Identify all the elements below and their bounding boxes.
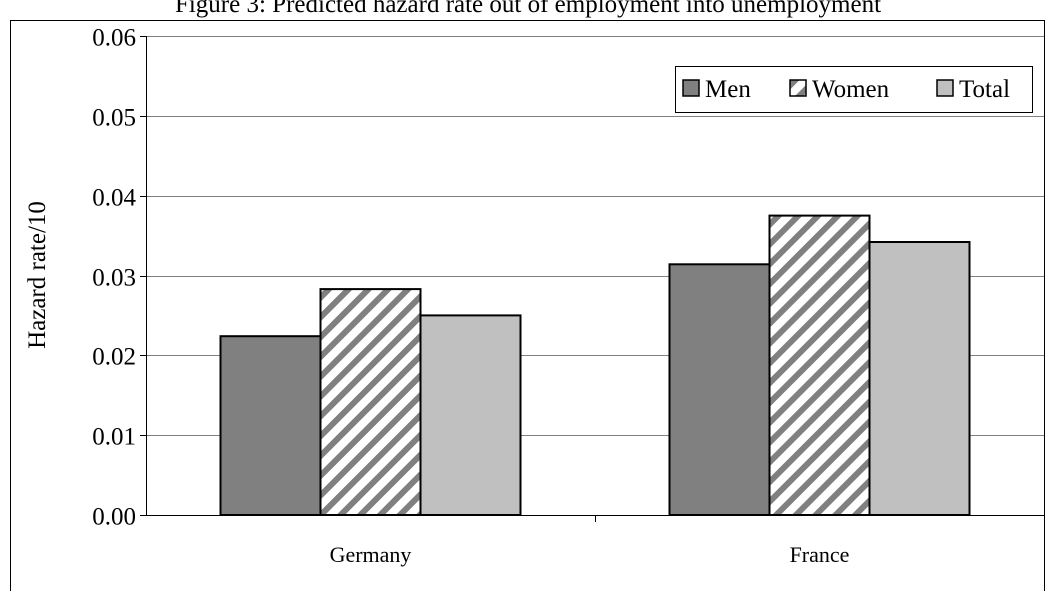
y-tick-labels: 0.00 0.01 0.02 0.03 0.04 0.05 0.06 [92,25,136,531]
bar-france-total [868,241,971,516]
y-tick-label: 0.00 [92,504,136,531]
y-tick-label: 0.01 [92,424,136,451]
legend-label-women: Women [812,76,890,103]
x-tick-labels: Germany France [330,542,850,567]
legend: Men Women Total [675,66,1033,113]
legend-label-total: Total [959,76,1010,103]
bar-germany-men [219,335,322,517]
bar-germany-total [419,314,522,516]
legend-swatch-men [682,79,700,97]
chart-frame [10,20,1045,591]
y-tick-label: 0.03 [92,265,136,292]
x-tick-label: France [790,542,850,567]
bar-france-women [768,214,871,516]
y-axis-label: Hazard rate/10 [24,201,51,349]
bars [219,214,971,517]
legend-label-men: Men [705,76,751,103]
legend-box [675,66,1033,113]
legend-swatch-total [936,79,954,97]
bar-germany-women [319,288,422,516]
x-tick-label: Germany [330,542,412,567]
legend-swatch-women [789,79,807,97]
y-tick-label: 0.04 [92,185,136,212]
y-tick-label: 0.06 [92,25,136,52]
y-tick-label: 0.02 [92,344,136,371]
top-caption: Figure 3: Predicted hazard rate out of e… [175,0,881,18]
y-tick-label: 0.05 [92,105,136,132]
bar-france-men [668,263,771,516]
